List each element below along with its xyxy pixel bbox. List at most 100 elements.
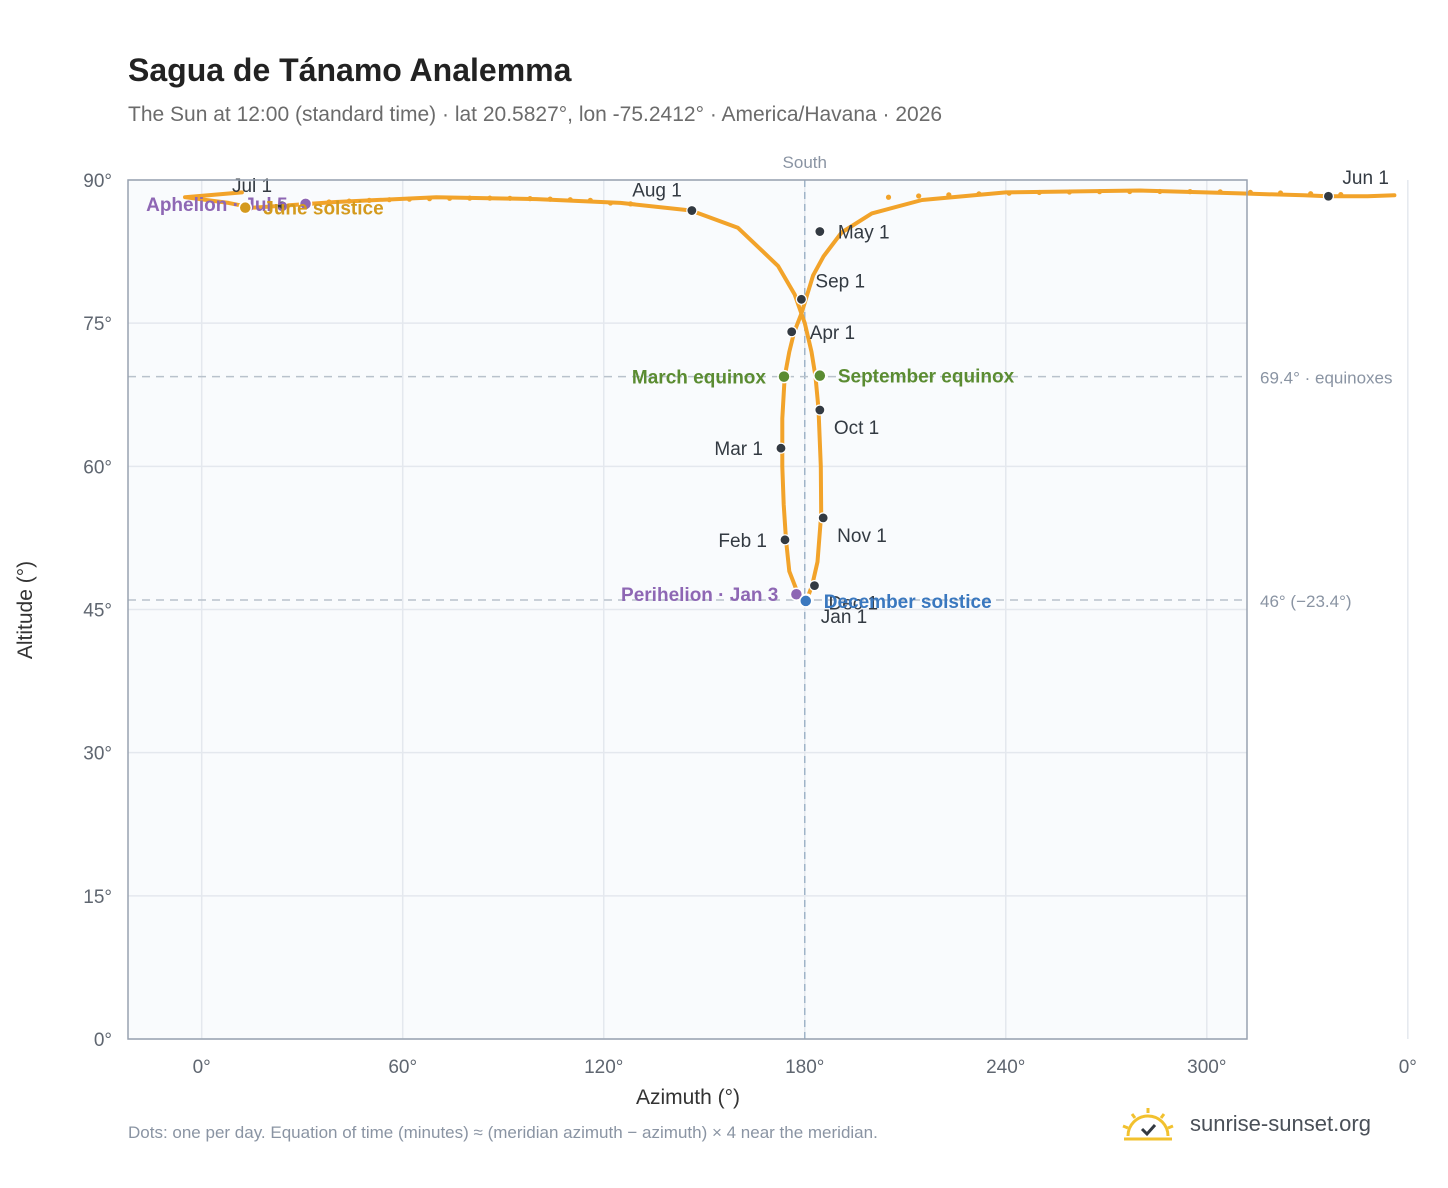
event-marker-label: September equinox: [838, 367, 1015, 388]
x-tick-label: 60°: [388, 1057, 417, 1078]
daily-dot: [1338, 192, 1344, 198]
x-tick-label: 300°: [1187, 1057, 1226, 1078]
daily-dot: [1157, 188, 1163, 195]
month-marker-label: Apr 1: [810, 323, 855, 344]
month-marker-dot: [686, 204, 698, 217]
daily-dot: [1066, 189, 1073, 195]
daily-dot: [386, 197, 392, 203]
daily-dot: [527, 196, 533, 202]
plot-frame: [127, 179, 1248, 1040]
month-marker-dot: [1322, 190, 1335, 202]
sun-check-icon: [1122, 1108, 1174, 1141]
x-tick-label: 0°: [1399, 1057, 1417, 1078]
footnote: Dots: one per day. Equation of time (min…: [128, 1123, 878, 1142]
x-tick-label: 0°: [193, 1057, 211, 1078]
event-marker-label: Aphelion · Jul 5: [146, 195, 288, 216]
daily-dot: [1277, 190, 1284, 196]
month-marker-label: Jan 1: [821, 607, 867, 628]
grid-lines: [128, 179, 1409, 1040]
month-marker-label: Jun 1: [1342, 168, 1388, 189]
month-marker-label: Sep 1: [815, 271, 865, 292]
month-marker-dot: [775, 442, 787, 454]
y-tick-label: 45°: [83, 601, 112, 622]
daily-dot: [507, 195, 513, 201]
analemma-path: [183, 190, 824, 602]
event-marker-dot: [799, 594, 813, 608]
daily-dot: [1187, 189, 1193, 195]
daily-dot: [1096, 189, 1103, 195]
brand-logo[interactable]: sunrise-sunset.org: [1120, 1102, 1371, 1146]
daily-dot: [447, 195, 453, 201]
y-tick-label: 0°: [94, 1030, 112, 1051]
x-tick-label: 120°: [584, 1057, 623, 1078]
analemma-curve: [183, 188, 1397, 602]
month-marker-dot: [786, 326, 798, 338]
daily-dot: [1217, 189, 1223, 195]
daily-dot: [487, 195, 493, 201]
daily-dot: [346, 198, 352, 204]
meridian-label: South: [783, 153, 827, 172]
page-subtitle: The Sun at 12:00 (standard time) · lat 2…: [128, 103, 943, 126]
month-marker-label: Nov 1: [837, 526, 887, 547]
daily-dot: [607, 200, 614, 206]
x-tick-label: 240°: [986, 1057, 1025, 1078]
daily-dot: [547, 196, 553, 202]
x-tick-label: 180°: [785, 1057, 824, 1078]
month-marker-label: Dec 1: [828, 594, 878, 615]
daily-dot: [366, 197, 372, 203]
event-marker-dot: [789, 587, 804, 601]
daily-dot: [587, 197, 593, 203]
month-markers: Jan 1 Feb 1 Mar 1 Apr 1 May 1 Jun 1 Jul 1 Aug 1…: [232, 168, 1389, 628]
y-tick-label: 60°: [83, 457, 112, 478]
month-marker-dot: [779, 534, 791, 546]
y-tick-label: 30°: [83, 744, 112, 765]
y-axis-label: Altitude (°): [14, 561, 37, 659]
page-title: Sagua de Tánamo Analemma: [128, 52, 572, 88]
month-marker-dot: [795, 293, 808, 305]
event-marker-label: March equinox: [632, 368, 767, 389]
y-tick-label: 15°: [83, 887, 112, 908]
event-marker-label: June solstice: [263, 199, 383, 220]
month-marker-label: Feb 1: [718, 531, 767, 552]
month-marker-label: Aug 1: [632, 181, 682, 202]
reference-line-label: 46° (−23.4°): [1260, 592, 1352, 611]
month-marker-dot: [276, 200, 288, 212]
y-tick-label: 90°: [83, 171, 112, 192]
daily-dot: [1006, 190, 1012, 196]
x-axis-label: Azimuth (°): [636, 1086, 740, 1109]
month-marker-label: Jul 1: [232, 176, 272, 197]
brand-name: sunrise-sunset.org: [1190, 1111, 1371, 1136]
y-tick-label: 75°: [83, 314, 112, 335]
daily-dot: [885, 194, 892, 200]
x-axis-ticks: 0° 60° 120° 180° 240° 300° 0°: [193, 1057, 1417, 1078]
event-marker-dot: [298, 197, 313, 211]
daily-dot: [976, 191, 982, 197]
event-marker-dot: [813, 368, 827, 383]
month-marker-dot: [814, 225, 826, 238]
month-marker-label: Oct 1: [834, 418, 879, 439]
event-marker-dot: [777, 369, 791, 384]
month-marker-dot: [808, 580, 821, 592]
daily-dot: [1036, 189, 1042, 196]
reference-line-label: 69.4° · equinoxes: [1260, 369, 1393, 388]
month-marker-dot: [817, 512, 829, 524]
daily-dot: [326, 199, 332, 205]
daily-dot: [627, 201, 634, 207]
event-marker-label: December solstice: [824, 592, 992, 613]
daily-dot: [406, 196, 413, 202]
event-marker-dot: [238, 200, 253, 215]
event-marker-label: Perihelion · Jan 3: [621, 585, 778, 606]
month-marker-label: Mar 1: [714, 439, 763, 460]
daily-dot: [1127, 188, 1133, 195]
daily-dot: [1308, 191, 1314, 197]
daily-dot: [567, 197, 573, 203]
daily-dot: [426, 196, 433, 202]
daily-dot: [1247, 189, 1253, 195]
daily-dot: [467, 195, 473, 201]
month-marker-label: May 1: [838, 223, 890, 244]
reference-lines: 69.4° · equinoxes 46° (−23.4°): [128, 180, 1393, 1039]
daily-dot: [946, 192, 952, 198]
month-marker-dot: [814, 404, 826, 416]
